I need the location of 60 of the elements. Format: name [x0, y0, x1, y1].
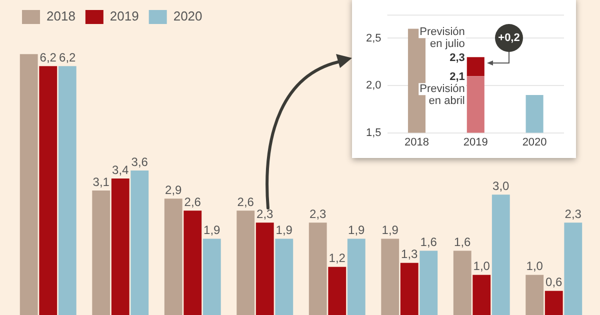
bar	[564, 222, 582, 315]
bar	[492, 194, 510, 315]
bar	[130, 170, 149, 315]
bar	[236, 210, 255, 315]
y-tick-label: 2,5	[366, 32, 382, 44]
bar	[256, 222, 274, 315]
annotation: Previsión en julio	[420, 26, 465, 50]
data-label: 3,0	[492, 178, 510, 193]
x-tick-label: 2020	[522, 136, 547, 148]
data-label: 1,2	[328, 251, 346, 266]
bar	[39, 66, 58, 315]
y-tick-label: 1,5	[366, 126, 382, 139]
data-label: 1,6	[454, 235, 472, 250]
bar	[275, 238, 294, 315]
data-label: 1,0	[526, 259, 544, 274]
legend-label: 2019	[110, 8, 139, 24]
data-label: 1,9	[382, 223, 399, 238]
bar	[184, 210, 202, 315]
x-tick-label: 2018	[404, 136, 429, 148]
bar	[400, 262, 418, 315]
data-label: 1,0	[473, 259, 490, 274]
data-label: 1,3	[401, 247, 418, 262]
data-label: 1,9	[276, 223, 293, 238]
data-label: 2,1	[450, 71, 465, 84]
data-label: 2,3	[310, 206, 327, 221]
bar	[111, 178, 130, 315]
bar	[472, 274, 491, 315]
bar	[526, 274, 544, 315]
legend-label: 2018	[46, 8, 76, 24]
data-label: 1,9	[348, 223, 366, 238]
annotation: Previsión en abril	[420, 83, 465, 108]
bar	[544, 290, 563, 315]
data-label: 1,6	[420, 235, 438, 250]
data-label: 3,1	[92, 174, 110, 189]
bar	[328, 266, 346, 315]
legend-label: 2020	[173, 8, 202, 24]
x-tick-label: 2019	[463, 136, 488, 148]
bar	[381, 238, 400, 315]
y-tick-label: 2,0	[366, 80, 382, 92]
data-label: 6,2	[40, 50, 57, 64]
data-label: 2,9	[165, 182, 182, 197]
data-label: 2,3	[256, 206, 274, 221]
data-label: 3,4	[112, 162, 130, 177]
bar	[347, 238, 366, 315]
bar	[164, 198, 182, 315]
data-label: 2,3	[564, 206, 582, 221]
bar	[202, 238, 221, 315]
bar	[92, 190, 110, 315]
data-label: 2,6	[184, 194, 202, 209]
data-label: 2,3	[450, 52, 465, 64]
bar	[453, 250, 472, 315]
data-label: 6,2	[59, 50, 76, 64]
data-label: 2,6	[237, 194, 254, 209]
bar	[20, 54, 38, 315]
bar	[58, 66, 76, 315]
data-label: 3,6	[131, 154, 148, 169]
bar	[308, 222, 327, 315]
bar	[420, 250, 438, 315]
data-label: 1,9	[204, 223, 221, 238]
data-label: 0,6	[546, 275, 563, 290]
